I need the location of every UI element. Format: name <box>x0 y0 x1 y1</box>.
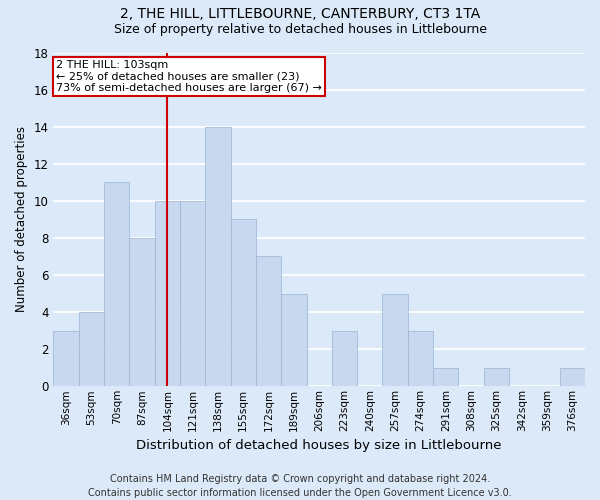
Bar <box>53 330 79 386</box>
Bar <box>230 220 256 386</box>
Bar <box>104 182 130 386</box>
Text: Contains HM Land Registry data © Crown copyright and database right 2024.
Contai: Contains HM Land Registry data © Crown c… <box>88 474 512 498</box>
Bar <box>256 256 281 386</box>
Bar <box>484 368 509 386</box>
Text: 2, THE HILL, LITTLEBOURNE, CANTERBURY, CT3 1TA: 2, THE HILL, LITTLEBOURNE, CANTERBURY, C… <box>120 8 480 22</box>
Bar <box>79 312 104 386</box>
Bar <box>180 201 205 386</box>
Text: Size of property relative to detached houses in Littlebourne: Size of property relative to detached ho… <box>113 22 487 36</box>
Bar <box>155 201 180 386</box>
Y-axis label: Number of detached properties: Number of detached properties <box>15 126 28 312</box>
X-axis label: Distribution of detached houses by size in Littlebourne: Distribution of detached houses by size … <box>136 440 502 452</box>
Bar <box>332 330 357 386</box>
Bar <box>281 294 307 386</box>
Bar <box>433 368 458 386</box>
Text: 2 THE HILL: 103sqm
← 25% of detached houses are smaller (23)
73% of semi-detache: 2 THE HILL: 103sqm ← 25% of detached hou… <box>56 60 322 93</box>
Bar <box>560 368 585 386</box>
Bar <box>408 330 433 386</box>
Bar <box>130 238 155 386</box>
Bar <box>205 126 230 386</box>
Bar <box>382 294 408 386</box>
